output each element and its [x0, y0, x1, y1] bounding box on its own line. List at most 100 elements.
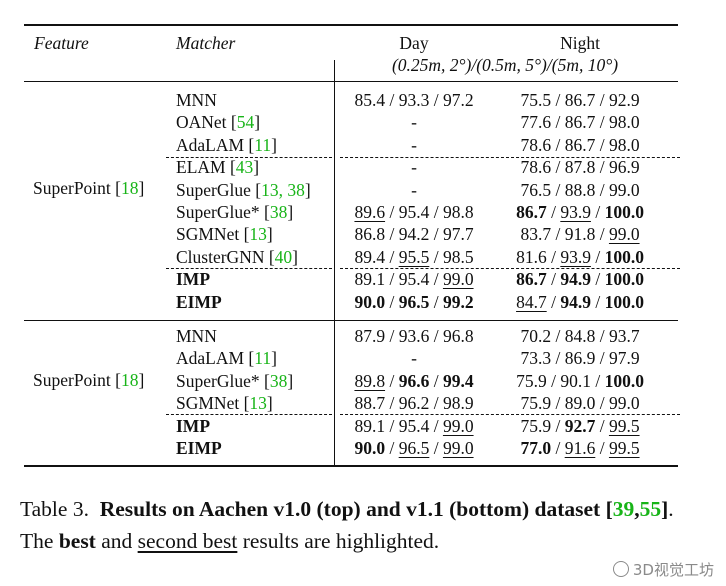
matcher-citation[interactable]: 11 — [254, 348, 272, 369]
matcher-label: EIMP — [176, 438, 222, 458]
bottom-rule — [24, 465, 678, 467]
result-value: 99.0 — [442, 415, 474, 436]
result-value: 99.0 — [442, 438, 474, 458]
result-value: 95.5 — [398, 246, 430, 267]
result-value: 97.9 — [608, 348, 640, 369]
matcher-name: IMP — [176, 268, 210, 290]
table-caption: Table 3. Results on Aachen v1.0 (top) an… — [20, 497, 674, 553]
feature-citation[interactable]: 18 — [121, 178, 139, 198]
feature-citation[interactable]: 18 — [121, 370, 139, 390]
matcher-label: IMP — [176, 269, 211, 290]
matcher-citation[interactable]: 13, 38 — [261, 179, 305, 200]
night-results: 77.0 / 91.6 / 99.5 — [520, 438, 640, 458]
result-value: 76.5 — [520, 179, 552, 200]
result-value: 94.9 — [560, 269, 591, 290]
matcher-citation[interactable]: 43 — [235, 157, 254, 178]
matcher-name: SGMNet [13] — [176, 224, 273, 245]
column-divider — [334, 60, 336, 466]
matcher-citation[interactable]: 38 — [269, 202, 288, 222]
caption-text: results are highlighted. — [237, 529, 440, 553]
result-value: 89.1 — [354, 415, 386, 436]
matcher-label: MNN — [176, 90, 217, 110]
feature-name: SuperPoint — [33, 178, 111, 198]
result-value: 99.2 — [442, 291, 474, 312]
day-results: 87.9 / 93.6 / 96.8 — [354, 326, 474, 346]
header-day: Day — [399, 33, 429, 53]
night-results: 81.6 / 93.9 / 100.0 — [516, 246, 644, 267]
matcher-name: SuperGlue* [38] — [176, 370, 294, 391]
section-rule — [24, 320, 678, 322]
result-value: 100.0 — [604, 246, 644, 267]
day-results: 86.8 / 94.2 / 97.7 — [354, 224, 474, 245]
header-thresholds: (0.25m, 2°)/(0.5m, 5°)/(5m, 10°) — [391, 55, 619, 75]
result-value: 86.7 — [516, 202, 547, 222]
result-value: 93.9 — [560, 202, 591, 222]
matcher-label: ELAM — [176, 157, 226, 178]
result-value: 94.2 — [398, 224, 430, 245]
matcher-name: SuperGlue* [38] — [176, 202, 294, 222]
matcher-label: SGMNet — [176, 393, 240, 414]
matcher-name: AdaLAM [11] — [176, 348, 277, 369]
matcher-name: MNN — [176, 325, 217, 347]
result-value: 99.0 — [442, 269, 474, 290]
matcher-name: AdaLAM [11] — [176, 134, 277, 155]
result-value: - — [411, 348, 417, 369]
result-value: 70.2 — [520, 326, 552, 346]
night-results: 75.9 / 92.7 / 99.5 — [520, 415, 640, 436]
result-value: 84.7 — [516, 291, 547, 312]
result-value: 77.0 — [520, 438, 552, 458]
result-value: 87.8 — [564, 157, 596, 178]
matcher-name: ClusterGNN [40] — [176, 246, 298, 267]
matcher-citation[interactable]: 11 — [254, 134, 272, 155]
caption-citation[interactable]: 55 — [639, 497, 662, 521]
night-results: 86.7 / 94.9 / 100.0 — [516, 269, 644, 290]
result-value: 95.4 — [398, 415, 430, 436]
matcher-name: EIMP — [176, 437, 222, 459]
result-value: 99.5 — [608, 415, 640, 436]
result-value: 93.6 — [398, 326, 430, 346]
matcher-label: OANet — [176, 112, 227, 133]
day-results: - — [344, 179, 484, 201]
result-value: 75.9 — [520, 415, 552, 436]
night-results: 84.7 / 94.9 / 100.0 — [516, 291, 644, 312]
header-night: Night — [560, 33, 600, 53]
matcher-label: SuperGlue* — [176, 370, 260, 391]
night-results: 75.9 / 90.1 / 100.0 — [516, 370, 644, 391]
matcher-citation[interactable]: 38 — [269, 370, 288, 391]
top-rule — [24, 24, 678, 26]
result-value: 99.0 — [608, 224, 640, 245]
matcher-citation[interactable]: 13 — [249, 224, 267, 245]
result-value: - — [411, 179, 417, 200]
night-results: 78.6 / 86.7 / 98.0 — [520, 134, 640, 155]
result-value: 89.6 — [354, 202, 386, 222]
result-value: 96.5 — [398, 438, 430, 458]
result-value: 98.0 — [608, 112, 640, 133]
day-results: - — [344, 111, 484, 133]
matcher-citation[interactable]: 40 — [274, 246, 293, 267]
result-value: 93.3 — [398, 90, 430, 110]
day-results: 90.0 / 96.5 / 99.2 — [354, 291, 474, 312]
result-value: 98.9 — [442, 393, 474, 414]
dashed-separator — [340, 268, 680, 269]
night-results: 78.6 / 87.8 / 96.9 — [520, 157, 640, 178]
result-value: 99.4 — [442, 370, 474, 391]
matcher-label: AdaLAM — [176, 348, 245, 369]
result-value: 93.9 — [560, 246, 591, 267]
caption-second-best: second best — [137, 529, 238, 553]
result-value: 92.9 — [608, 90, 640, 110]
matcher-citation[interactable]: 13 — [249, 393, 267, 414]
result-value: 100.0 — [604, 291, 644, 312]
day-results: 89.4 / 95.5 / 98.5 — [354, 246, 474, 267]
result-value: 94.9 — [560, 291, 591, 312]
day-results: 89.6 / 95.4 / 98.8 — [354, 202, 474, 222]
result-value: 91.8 — [564, 224, 596, 245]
result-value: 100.0 — [604, 269, 644, 290]
dashed-separator — [166, 414, 332, 415]
watermark: 3D视觉工坊 — [612, 559, 714, 580]
caption-label: Table 3. — [20, 497, 89, 521]
matcher-label: SuperGlue — [176, 179, 251, 200]
caption-citation[interactable]: 39 — [612, 497, 635, 521]
matcher-citation[interactable]: 54 — [236, 112, 255, 133]
dashed-separator — [340, 157, 680, 158]
day-results: 89.1 / 95.4 / 99.0 — [354, 415, 474, 436]
